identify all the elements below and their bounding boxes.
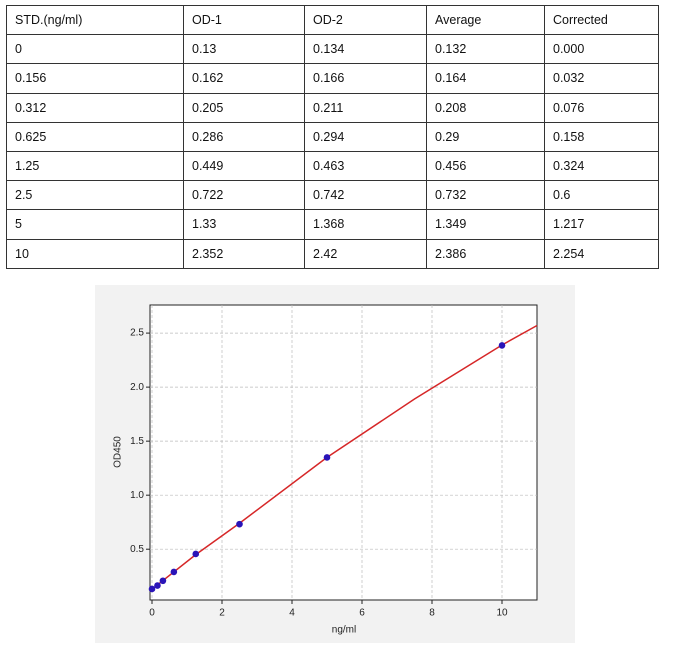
x-tick-label: 10	[496, 608, 508, 619]
y-tick-label: 1.5	[130, 436, 144, 447]
data-point	[154, 582, 161, 589]
table-header: STD.(ng/ml) OD-1 OD-2 Average Corrected	[6, 4, 659, 36]
table-cell: 0.286	[183, 121, 305, 152]
table-cell: 0.13	[183, 34, 305, 65]
table-cell: OD-1	[183, 4, 305, 36]
data-table: STD.(ng/ml) OD-1 OD-2 Average Corrected 0 0.13…	[6, 4, 659, 269]
x-tick-label: 0	[149, 608, 155, 619]
data-point	[148, 585, 156, 593]
y-tick-label: 2.0	[130, 382, 144, 393]
table-cell: 0.156	[6, 63, 184, 94]
x-tick-label: 4	[289, 608, 295, 619]
table-cell: 0.449	[183, 150, 305, 182]
x-tick-label: 8	[429, 608, 435, 619]
data-point	[323, 454, 331, 461]
table-cell: 0.456	[426, 150, 545, 182]
table-cell: 2.254	[544, 238, 659, 269]
table-cell: 0.166	[304, 63, 427, 94]
table-cell: 0.29	[426, 121, 545, 152]
table-cell: 0.211	[304, 92, 427, 123]
data-point	[170, 568, 178, 576]
table-row: 5 1.33 1.368 1.349 1.217	[6, 209, 659, 240]
table-cell: 0.324	[544, 150, 659, 182]
x-tick-label: 2	[219, 608, 225, 619]
y-tick-label: 2.5	[130, 328, 144, 339]
data-point	[236, 520, 243, 528]
table-cell: STD.(ng/ml)	[6, 4, 184, 36]
table-cell: 0.162	[183, 63, 305, 94]
table-row: 0.312 0.205 0.211 0.208 0.076	[6, 92, 659, 123]
y-tick-label: 0.5	[130, 544, 144, 555]
table-cell: 0.6	[544, 180, 659, 211]
table-cell: Corrected	[544, 4, 659, 36]
plot-area	[149, 304, 538, 601]
table-row: 10 2.352 2.42 2.386 2.254	[6, 238, 659, 269]
table-cell: 0.205	[183, 92, 305, 123]
x-axis-label: ng/ml	[332, 625, 356, 636]
table-cell: 2.386	[426, 238, 545, 269]
table-cell: 2.42	[304, 238, 427, 269]
table-cell: 1.368	[304, 209, 427, 240]
table-cell: 0.312	[6, 92, 184, 123]
table-cell: 1.217	[544, 209, 659, 240]
data-point	[192, 550, 200, 558]
x-tick-label: 6	[359, 608, 365, 619]
table-row: 0 0.13 0.134 0.132 0.000	[6, 34, 659, 65]
table-cell: 0.208	[426, 92, 545, 123]
data-point	[159, 577, 167, 585]
table-cell: 0.076	[544, 92, 659, 123]
table-row: 0.156 0.162 0.166 0.164 0.032	[6, 63, 659, 94]
table-cell: 0.032	[544, 63, 659, 94]
data-point	[498, 342, 506, 349]
table-cell: 0.164	[426, 63, 545, 94]
table-cell: 2.352	[183, 238, 305, 269]
table-cell: Average	[426, 4, 545, 36]
table-cell: 10	[6, 238, 184, 269]
table-cell: 0.134	[304, 34, 427, 65]
table-cell: 2.5	[6, 180, 184, 211]
y-axis-label: OD450	[113, 436, 124, 468]
y-tick-label: 1.0	[130, 490, 144, 501]
